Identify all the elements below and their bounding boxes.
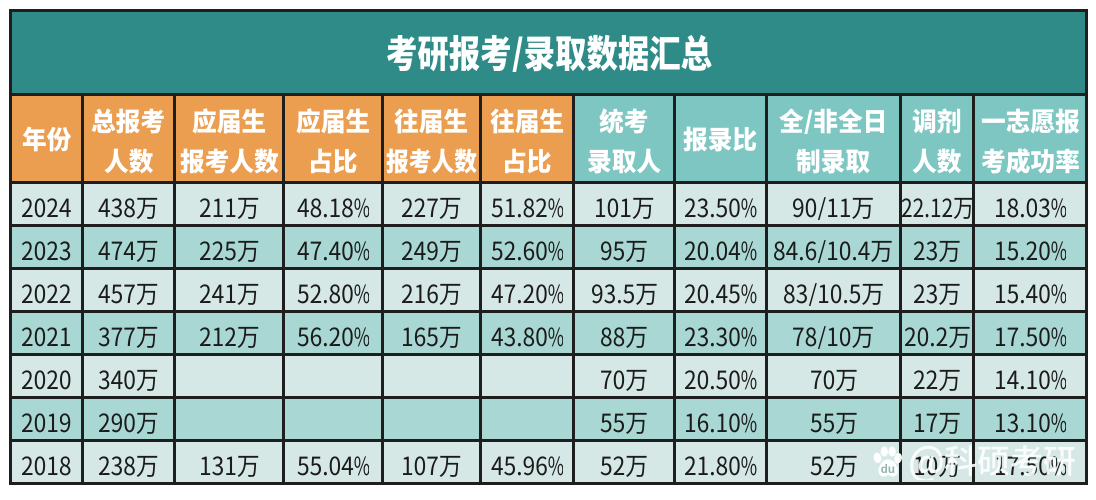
- svg-text:du: du: [881, 461, 895, 475]
